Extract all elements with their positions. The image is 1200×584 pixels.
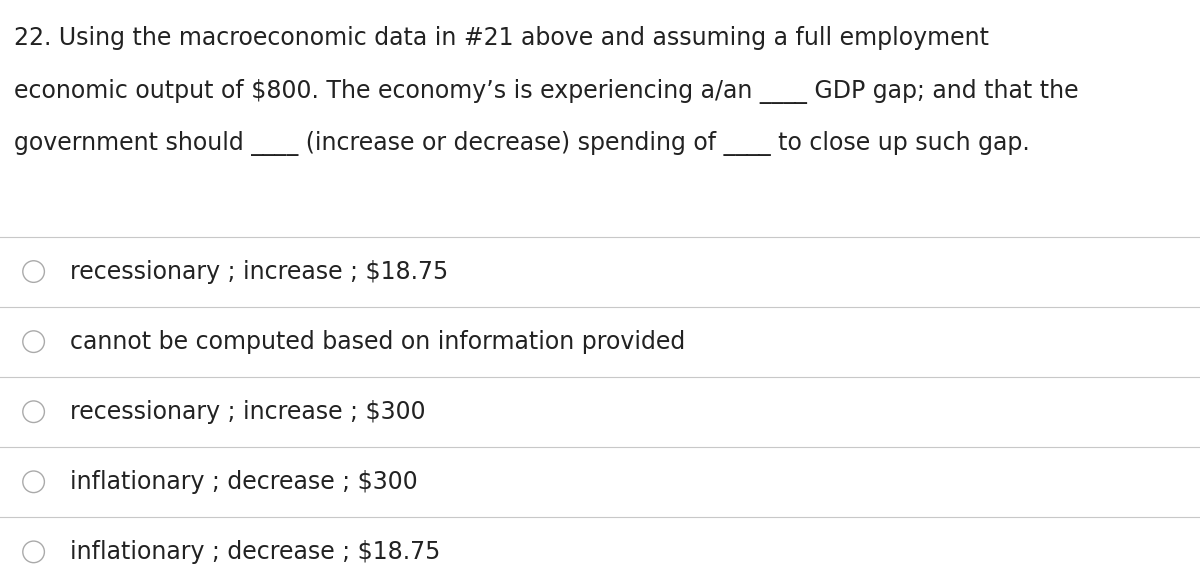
Text: inflationary ; decrease ; $18.75: inflationary ; decrease ; $18.75 [70,540,440,564]
Text: cannot be computed based on information provided: cannot be computed based on information … [70,329,685,354]
Text: economic output of $800. The economy’s is experiencing a/an ____ GDP gap; and th: economic output of $800. The economy’s i… [14,79,1079,104]
Text: government should ____ (increase or decrease) spending of ____ to close up such : government should ____ (increase or decr… [14,131,1030,157]
Text: recessionary ; increase ; $300: recessionary ; increase ; $300 [70,399,425,424]
Text: 22. Using the macroeconomic data in #21 above and assuming a full employment: 22. Using the macroeconomic data in #21 … [14,26,989,50]
Text: recessionary ; increase ; $18.75: recessionary ; increase ; $18.75 [70,259,448,284]
Text: inflationary ; decrease ; $300: inflationary ; decrease ; $300 [70,470,418,494]
